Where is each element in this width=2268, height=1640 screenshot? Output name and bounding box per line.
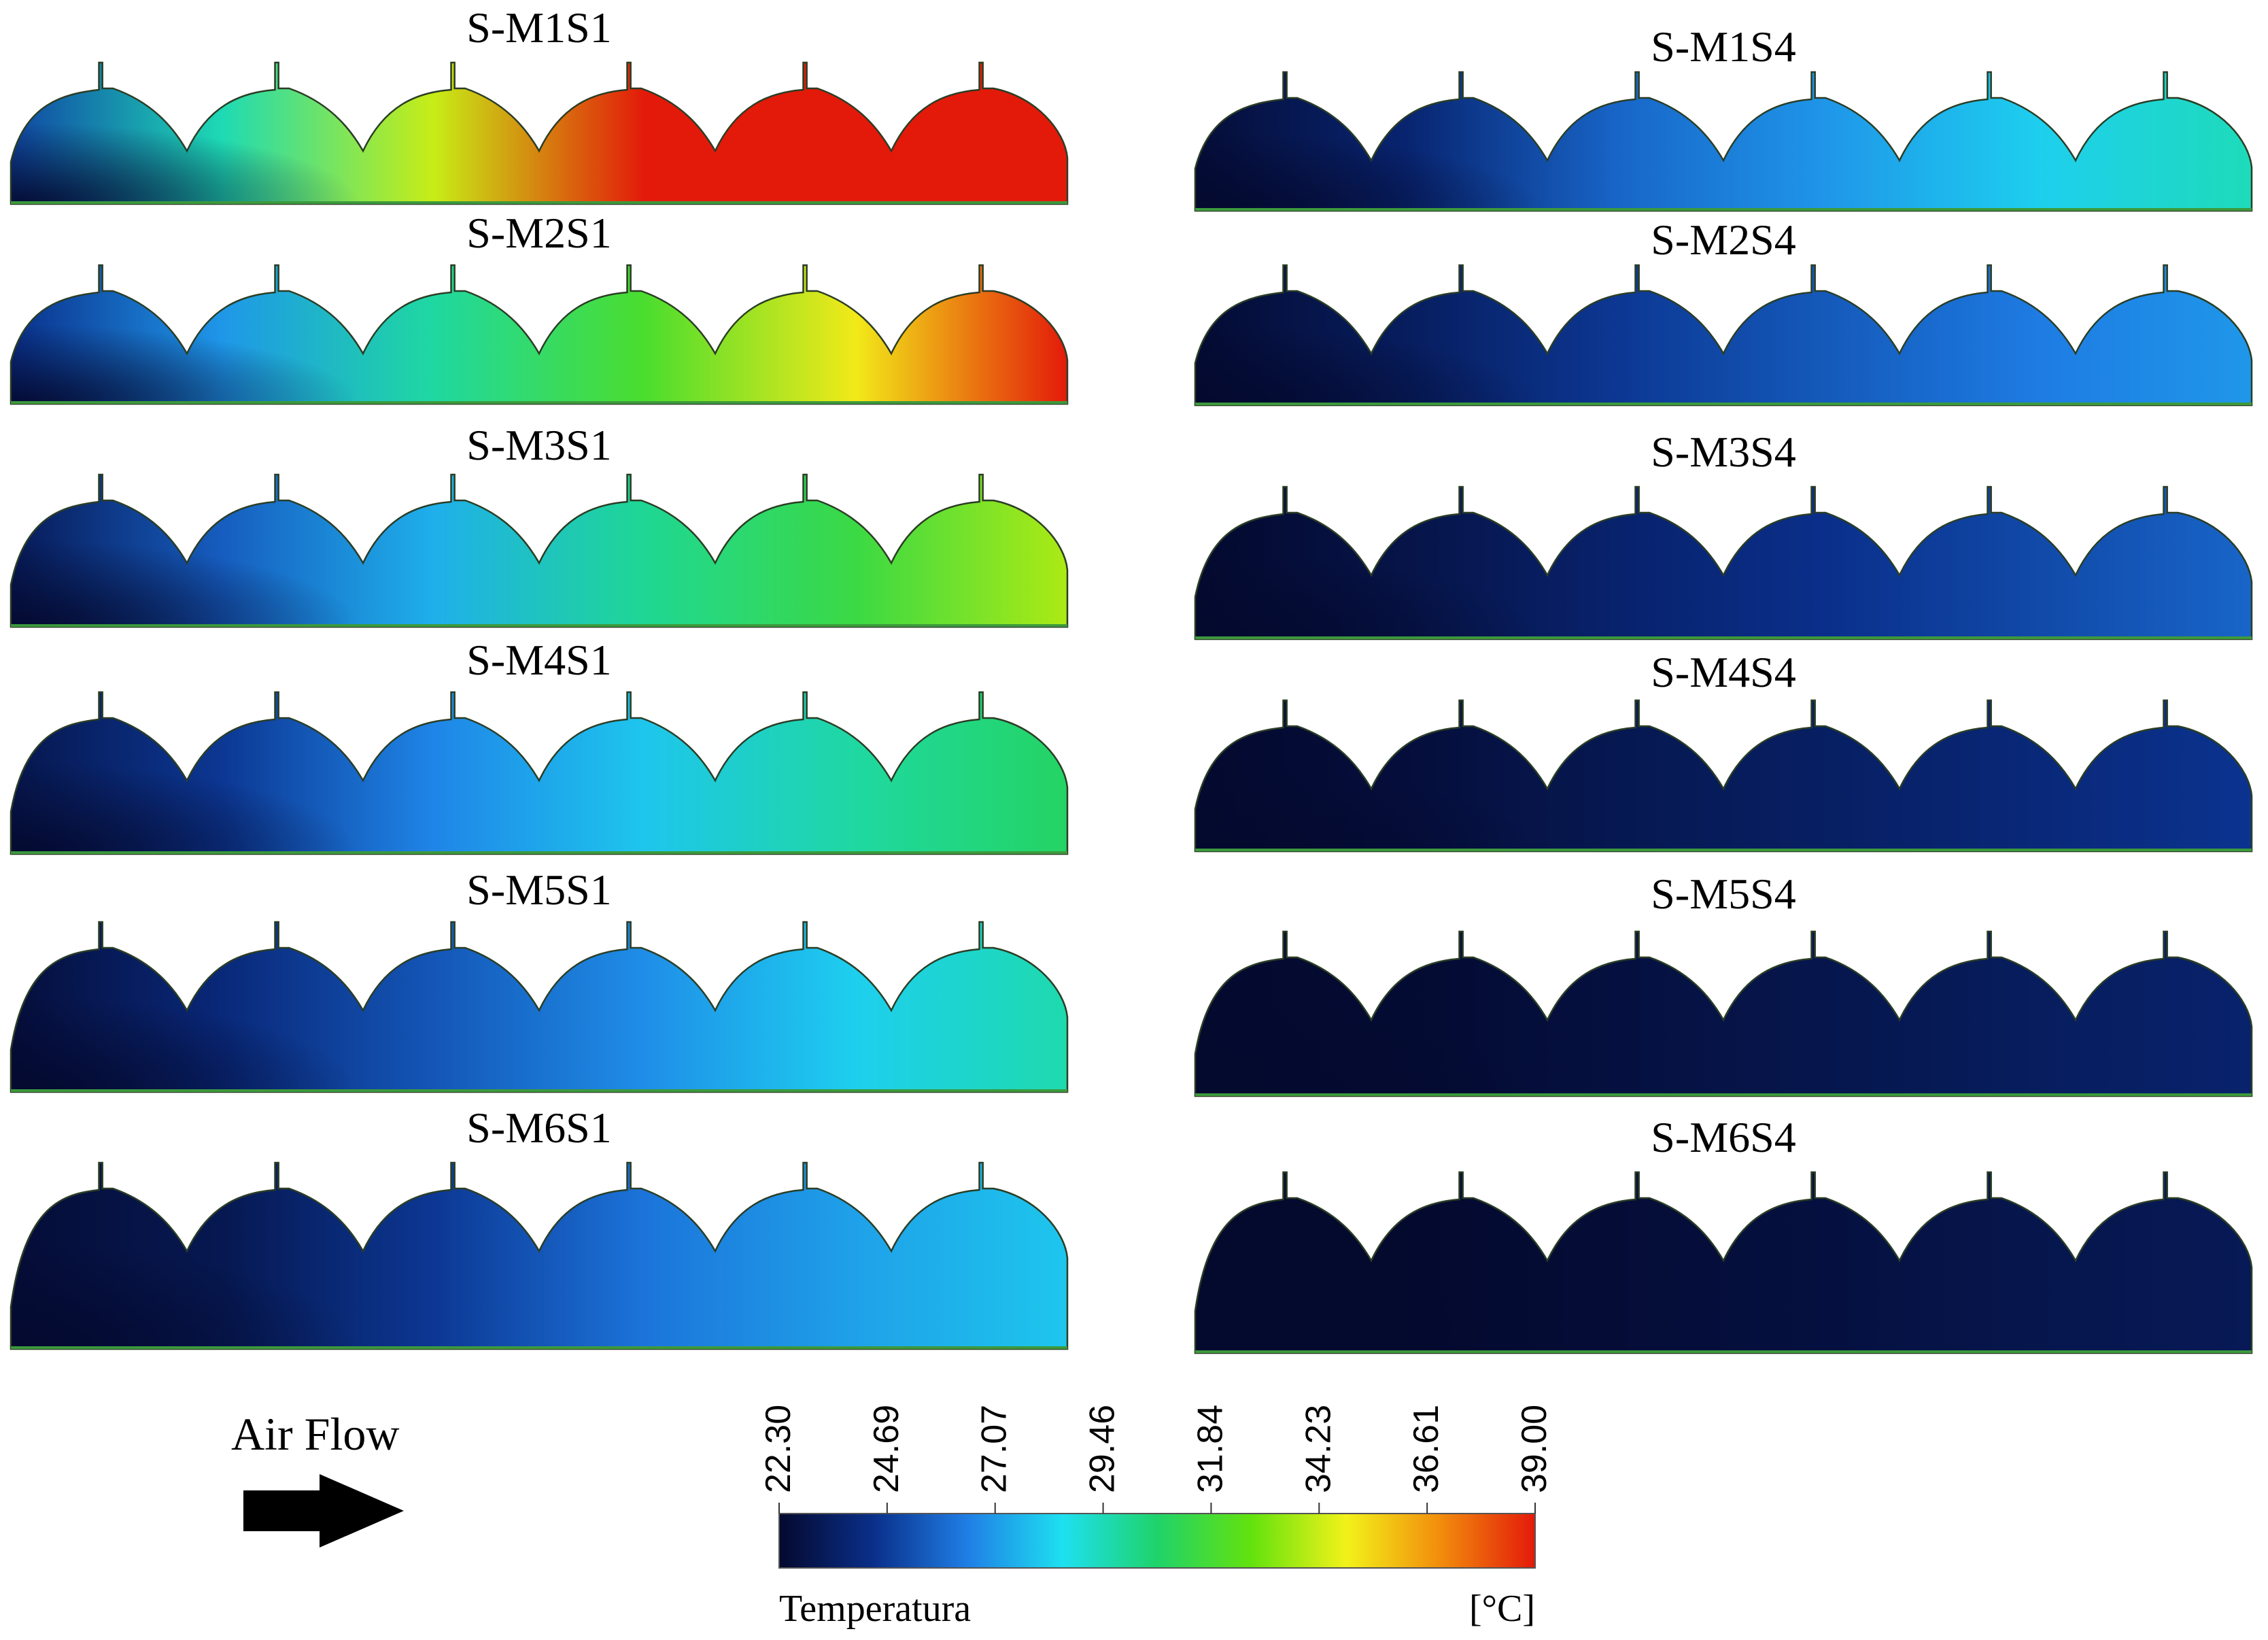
legend-tick-label: 36.61: [1407, 1405, 1446, 1493]
panel-s-m4s1: S-M4S1: [10, 636, 1069, 855]
greenhouse-outline: [1194, 264, 2253, 407]
legend-tick-label: 39.00: [1515, 1405, 1554, 1493]
greenhouse-outline: [10, 473, 1069, 628]
inlet-cool-zone: [1195, 487, 1829, 639]
legend-tick-label: 34.23: [1299, 1405, 1338, 1493]
inlet-cool-zone: [1195, 932, 1829, 1096]
legend-label: Temperatura: [779, 1588, 971, 1630]
panel-s-m5s1: S-M5S1: [10, 866, 1069, 1093]
panel-s-m3s1: S-M3S1: [10, 421, 1069, 628]
air-flow-indicator: Air Flow: [231, 1408, 404, 1548]
inlet-cool-zone: [1195, 265, 1829, 405]
greenhouse-outline: [10, 921, 1069, 1093]
panel-s-m4s4: S-M4S4: [1194, 648, 2253, 853]
legend-tick-label: 31.84: [1190, 1405, 1230, 1493]
inlet-cool-zone: [11, 265, 645, 404]
legend-ticks: 22.30 24.69 27.07 29.46 31.84 34.23 36.61 39.00: [759, 1405, 1554, 1514]
panel-s-m6s4: S-M6S4: [1194, 1113, 2253, 1354]
inlet-cool-zone: [1195, 1172, 1829, 1353]
legend-tick-label: 29.46: [1083, 1405, 1122, 1493]
panel-title: S-M6S1: [466, 1104, 611, 1152]
panel-s-m3s4: S-M3S4: [1194, 428, 2253, 640]
panel-title: S-M4S1: [466, 636, 611, 684]
panel-title: S-M3S4: [1651, 428, 1796, 476]
inlet-cool-zone: [1195, 700, 1829, 851]
legend-unit: [°C]: [1469, 1588, 1535, 1630]
right-arrow-icon: [243, 1474, 404, 1548]
greenhouse-outline: [1194, 71, 2253, 212]
panel-title: S-M5S1: [466, 866, 611, 914]
greenhouse-outline: [1194, 930, 2253, 1097]
panel-title: S-M2S4: [1651, 216, 1796, 264]
inlet-cool-zone: [11, 692, 645, 854]
panel-s-m5s4: S-M5S4: [1194, 870, 2253, 1097]
panel-s-m1s4: S-M1S4: [1194, 22, 2253, 212]
greenhouse-outline: [10, 1161, 1069, 1350]
panel-s-m6s1: S-M6S1: [10, 1104, 1069, 1350]
air-flow-label: Air Flow: [231, 1408, 399, 1460]
greenhouse-outline: [1194, 699, 2253, 853]
inlet-cool-zone: [11, 63, 645, 204]
greenhouse-outline: [10, 61, 1069, 205]
greenhouse-outline: [10, 264, 1069, 405]
inlet-cool-zone: [11, 922, 645, 1092]
legend-colorbar: [778, 1513, 1536, 1569]
panel-grid: S-M1S1 S-M2S1 S-M3S1 S-M4S1 S-M5S1 S-M6S1 S-M1…: [10, 3, 2253, 1354]
panel-title: S-M2S1: [466, 209, 611, 257]
panel-title: S-M6S4: [1651, 1113, 1796, 1161]
greenhouse-outline: [10, 691, 1069, 855]
legend-tick-label: 22.30: [759, 1405, 798, 1493]
inlet-cool-zone: [11, 475, 645, 627]
panel-title: S-M1S1: [466, 3, 611, 52]
panel-title: S-M3S1: [466, 421, 611, 469]
greenhouse-outline: [1194, 1171, 2253, 1354]
panel-s-m1s1: S-M1S1: [10, 3, 1069, 205]
panel-title: S-M5S4: [1651, 870, 1796, 918]
panel-s-m2s4: S-M2S4: [1194, 216, 2253, 407]
greenhouse-outline: [1194, 485, 2253, 640]
legend-tick-label: 27.07: [975, 1405, 1014, 1493]
panel-title: S-M1S4: [1651, 22, 1796, 71]
inlet-cool-zone: [11, 1163, 645, 1349]
temperature-legend: 22.30 24.69 27.07 29.46 31.84 34.23 36.61 39.00…: [759, 1405, 1554, 1630]
panel-title: S-M4S4: [1651, 648, 1796, 696]
panel-s-m2s1: S-M2S1: [10, 209, 1069, 405]
inlet-cool-zone: [1195, 72, 1829, 211]
legend-tick-label: 24.69: [867, 1405, 906, 1493]
